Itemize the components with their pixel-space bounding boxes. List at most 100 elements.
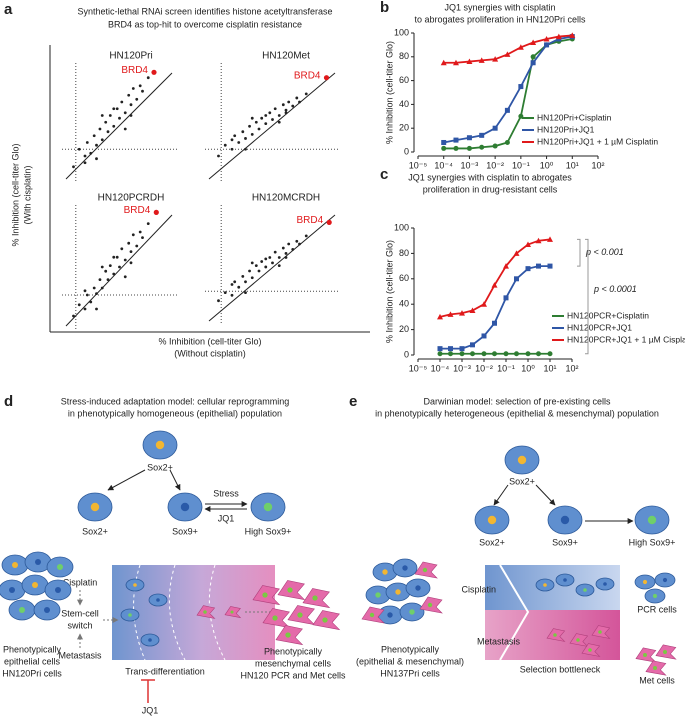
point <box>112 107 116 111</box>
marker <box>513 250 520 256</box>
marker <box>481 333 487 339</box>
point <box>83 307 87 311</box>
point <box>85 141 89 144</box>
highlight-point <box>323 75 330 81</box>
point <box>141 236 144 240</box>
x-tick-label: 10⁻⁵ <box>409 363 428 373</box>
group-label: HN120Pri cells <box>2 668 62 678</box>
point <box>260 116 264 120</box>
marker <box>459 346 465 352</box>
point <box>284 111 288 115</box>
marker <box>555 33 562 40</box>
point <box>250 261 254 265</box>
point <box>123 258 127 262</box>
x-tick-label: 10¹ <box>543 363 556 373</box>
point <box>237 285 241 289</box>
point <box>89 300 93 304</box>
marker <box>466 135 472 141</box>
nucleus <box>588 648 592 652</box>
panel-title: Darwinian model: selection of pre-existi… <box>423 396 611 406</box>
point <box>230 147 234 151</box>
x-axis-label: % Inhibition (cell-titer Glo) <box>158 336 261 346</box>
point <box>118 265 121 269</box>
nucleus <box>180 502 190 512</box>
point <box>284 108 288 112</box>
point <box>233 280 237 284</box>
chart-title: proliferation in drug-resistant cells <box>423 184 558 194</box>
y-axis-label: % Inhibition (cell-titer Glo) <box>10 143 20 246</box>
arrow <box>535 484 556 506</box>
marker <box>543 35 550 42</box>
marker <box>466 58 473 65</box>
nucleus <box>369 612 375 618</box>
point <box>268 111 272 115</box>
y-axis-label: % Inhibition (cell-titer Glo) <box>384 240 394 343</box>
point <box>98 278 102 281</box>
stimulus: Metastasis <box>58 650 102 660</box>
marker <box>525 351 531 357</box>
point <box>123 111 127 115</box>
marker <box>525 241 531 248</box>
nucleus <box>598 630 602 634</box>
nucleus <box>415 585 421 591</box>
highlight-point <box>326 219 332 225</box>
point <box>244 137 247 140</box>
x-tick-label: 10⁻⁵ <box>409 160 428 170</box>
point <box>217 299 220 303</box>
group-label: HN137Pri cells <box>380 668 440 678</box>
point <box>287 242 291 246</box>
highlight-label: BRD4 <box>121 65 148 76</box>
nucleus <box>19 607 25 613</box>
point <box>100 265 104 269</box>
arrow <box>493 484 509 506</box>
panel-letter: c <box>380 166 388 183</box>
group-label: PCR cells <box>637 604 677 614</box>
point <box>92 134 96 138</box>
marker <box>437 351 443 357</box>
group-label: Phenotypically <box>381 644 440 654</box>
point <box>304 92 308 96</box>
point <box>223 143 227 147</box>
point <box>120 247 124 251</box>
y-tick-label: 100 <box>394 222 409 232</box>
marker <box>530 39 537 46</box>
bracket <box>577 238 581 267</box>
y-tick-label: 60 <box>399 75 409 85</box>
legend-label: HN120PCR+Cisplatin <box>567 310 649 320</box>
stimulus: Cisplatin <box>63 577 98 587</box>
point <box>287 100 291 104</box>
marker <box>530 60 536 66</box>
cell-label: Sox9+ <box>172 526 198 536</box>
point <box>131 233 135 237</box>
bottleneck-shape <box>499 564 530 661</box>
point <box>291 104 295 108</box>
marker <box>441 145 447 151</box>
point <box>295 96 299 100</box>
point <box>112 272 116 276</box>
point <box>281 103 285 107</box>
legend-label: HN120Pri+JQ1 <box>537 124 595 134</box>
nucleus <box>57 564 63 570</box>
fit-line <box>65 214 173 327</box>
marker <box>547 351 553 357</box>
marker <box>504 51 511 57</box>
marker <box>530 54 536 60</box>
group-label: Phenotypically <box>264 646 323 656</box>
marker <box>447 351 453 357</box>
x-tick-label: 10⁻⁴ <box>431 363 450 373</box>
marker <box>547 236 553 242</box>
group-label: HN120 PCR and Met cells <box>240 670 346 680</box>
highlight-label: BRD4 <box>297 215 324 226</box>
fit-line <box>208 214 336 322</box>
marker <box>459 351 465 357</box>
point <box>277 120 281 124</box>
point <box>104 269 108 273</box>
point <box>95 157 98 161</box>
point <box>83 154 87 158</box>
chart-title: JQ1 synergies with cisplatin <box>444 2 555 12</box>
group-label: Met cells <box>639 675 675 685</box>
marker <box>535 263 541 269</box>
y-tick-label: 0 <box>404 349 409 359</box>
x-tick-label: 10² <box>565 363 578 373</box>
